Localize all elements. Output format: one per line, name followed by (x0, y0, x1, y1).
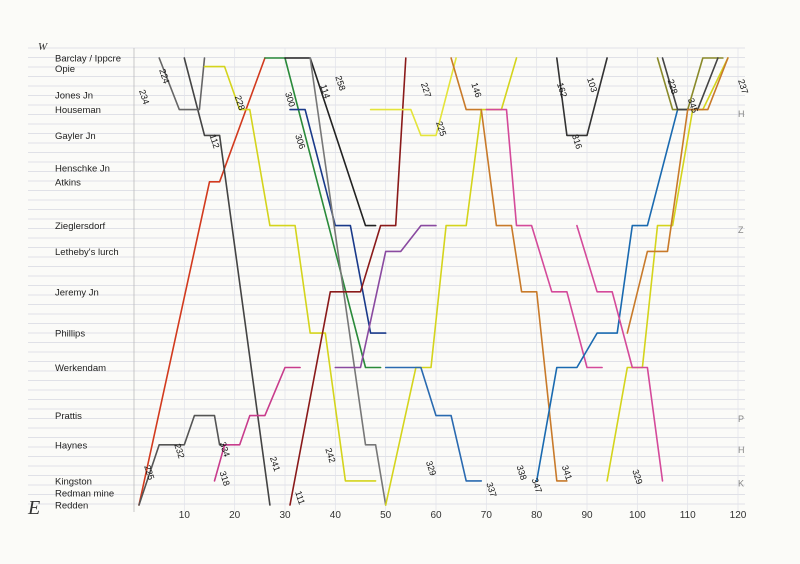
train-path (626, 57, 729, 334)
grid (28, 47, 745, 512)
train-number: 241 (268, 455, 282, 472)
train-path (203, 65, 377, 482)
train-number: 329 (630, 468, 644, 485)
direction-bottom: E (27, 497, 40, 519)
train-path (138, 414, 231, 506)
train-number: 228 (666, 78, 680, 95)
train-number: 306 (293, 133, 307, 150)
train-number: 225 (434, 120, 448, 137)
station-label: Haynes (55, 440, 87, 451)
train-number: 227 (419, 81, 433, 98)
station-label: Werkendam (55, 363, 106, 374)
train-path (138, 57, 266, 506)
station-label: Atkins (55, 177, 81, 188)
station-label: Houseman (55, 105, 101, 116)
train-path (369, 57, 457, 137)
train-path (384, 366, 483, 482)
x-tick-label: 100 (629, 510, 646, 521)
train-number: 225 (142, 464, 156, 481)
train-number: 338 (515, 464, 529, 481)
train-path (309, 57, 387, 506)
direction-top: W (38, 41, 48, 53)
train-number: 341 (560, 464, 574, 481)
train-path (289, 57, 407, 506)
train-number: 334 (218, 441, 232, 458)
train-number: 111 (293, 490, 307, 506)
train-number: 318 (218, 470, 232, 487)
station-label: Zieglersdorf (55, 221, 106, 232)
station-label: Opie (55, 64, 75, 75)
train-number: 114 (318, 83, 332, 100)
side-mark: H (738, 109, 745, 119)
side-marks: H Z P H K (738, 109, 745, 489)
station-label: Phillips (55, 329, 85, 340)
train-number: 347 (530, 477, 544, 494)
train-paths (138, 57, 729, 506)
x-tick-label: 90 (581, 510, 593, 521)
train-number: 337 (484, 481, 498, 498)
station-label: Gayler Jn (55, 131, 96, 142)
side-mark: H (738, 445, 745, 455)
x-axis-ticks: 10 20 30 40 50 60 70 80 90 100 110 120 (179, 510, 747, 521)
station-label: Redman mine (55, 488, 114, 499)
train-path (183, 57, 271, 506)
station-label: Jeremy Jn (55, 287, 99, 298)
x-tick-label: 80 (531, 510, 543, 521)
x-tick-label: 60 (430, 510, 442, 521)
x-tick-label: 110 (680, 510, 696, 521)
train-number: 242 (323, 447, 337, 464)
x-tick-label: 50 (380, 510, 392, 521)
side-mark: P (738, 414, 744, 424)
train-path (284, 57, 377, 227)
train-path (535, 108, 689, 482)
x-tick-label: 10 (179, 510, 191, 521)
station-label: Henschke Jn (55, 164, 110, 175)
train-path (384, 57, 518, 506)
train-number: 237 (736, 78, 750, 95)
train-numbers: 224 234 112 228 300 306 114 258 227 225 146 162 103 3… (137, 68, 750, 506)
train-number: 258 (333, 74, 347, 91)
side-mark: Z (738, 225, 744, 235)
x-tick-label: 30 (279, 510, 291, 521)
station-label: Letheby's lurch (55, 247, 119, 258)
train-path (158, 57, 206, 111)
train-number: 146 (469, 81, 483, 98)
train-number: 234 (137, 88, 151, 105)
train-number: 112 (208, 133, 222, 150)
train-path (289, 108, 387, 334)
train-path (555, 57, 608, 137)
x-tick-label: 120 (730, 510, 747, 521)
train-path (264, 57, 382, 369)
x-tick-label: 70 (481, 510, 493, 521)
station-label: Barclay / Ippcre (55, 54, 121, 65)
train-path (606, 57, 729, 482)
station-label: Prattis (55, 411, 82, 422)
x-tick-label: 40 (330, 510, 342, 521)
train-number: 232 (172, 442, 186, 459)
train-number: 300 (283, 91, 297, 108)
station-label: Kingston (55, 476, 92, 487)
train-number: 329 (424, 460, 438, 477)
train-number: 224 (157, 68, 171, 85)
train-number: 228 (233, 94, 247, 111)
x-tick-label: 20 (229, 510, 241, 521)
train-path (450, 57, 568, 482)
train-path (213, 366, 301, 482)
train-number: 316 (570, 133, 584, 150)
train-path (485, 108, 603, 369)
station-label: Jones Jn (55, 90, 93, 101)
train-path (576, 224, 664, 482)
train-number: 345 (686, 97, 700, 114)
train-path (334, 224, 437, 369)
station-label: Redden (55, 501, 88, 512)
train-number: 162 (555, 81, 569, 98)
train-number: 103 (585, 76, 599, 93)
side-mark: K (738, 479, 744, 489)
